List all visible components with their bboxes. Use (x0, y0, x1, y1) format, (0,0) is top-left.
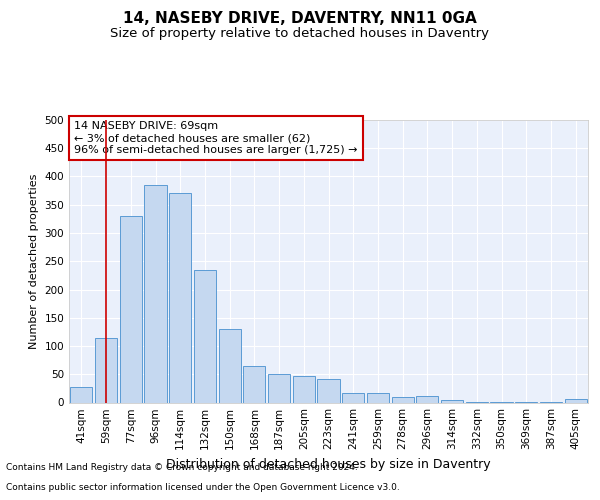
Bar (317, 379, 340, 402)
Bar (342, 394, 364, 402)
Bar (169, 194, 191, 402)
X-axis label: Distribution of detached houses by size in Daventry: Distribution of detached houses by size … (166, 458, 491, 471)
Bar (194, 270, 216, 402)
Bar (441, 400, 463, 402)
Bar (95, 338, 117, 402)
Bar (392, 398, 414, 402)
Text: 14 NASEBY DRIVE: 69sqm
← 3% of detached houses are smaller (62)
96% of semi-deta: 14 NASEBY DRIVE: 69sqm ← 3% of detached … (74, 122, 358, 154)
Bar (367, 394, 389, 402)
Bar (218, 329, 241, 402)
Text: Contains public sector information licensed under the Open Government Licence v3: Contains public sector information licen… (6, 484, 400, 492)
Bar (293, 376, 315, 402)
Bar (268, 374, 290, 402)
Bar (243, 366, 265, 403)
Text: Size of property relative to detached houses in Daventry: Size of property relative to detached ho… (110, 28, 490, 40)
Bar (145, 185, 167, 402)
Text: 14, NASEBY DRIVE, DAVENTRY, NN11 0GA: 14, NASEBY DRIVE, DAVENTRY, NN11 0GA (123, 11, 477, 26)
Bar (70, 387, 92, 402)
Bar (119, 216, 142, 402)
Text: Contains HM Land Registry data © Crown copyright and database right 2024.: Contains HM Land Registry data © Crown c… (6, 464, 358, 472)
Bar (565, 399, 587, 402)
Bar (416, 396, 439, 402)
Y-axis label: Number of detached properties: Number of detached properties (29, 174, 39, 349)
